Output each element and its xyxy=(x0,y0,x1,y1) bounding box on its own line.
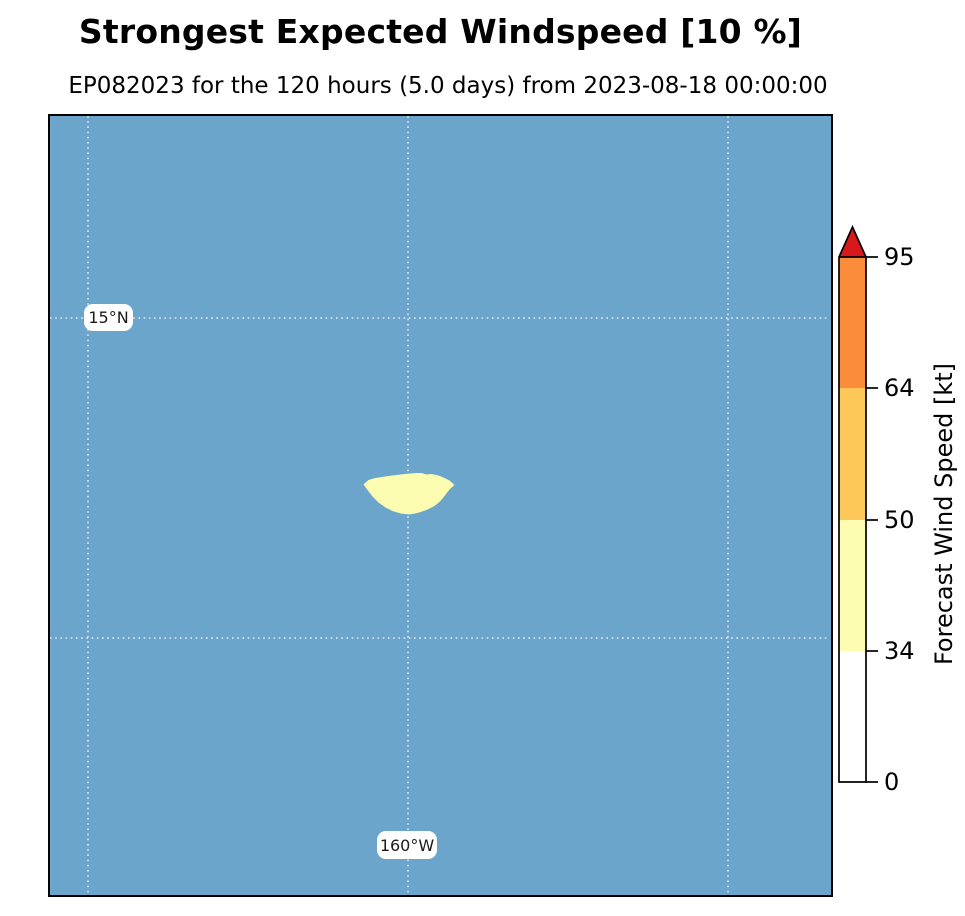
windspeed-contour-34kt xyxy=(363,473,455,515)
colorbar-tick-label-0: 0 xyxy=(884,768,900,796)
colorbar-segment-50-64 xyxy=(839,388,866,520)
graticule-lines xyxy=(50,116,830,894)
colorbar-axis-label: Forecast Wind Speed [kt] xyxy=(930,362,958,666)
longitude-label-pill: 160°W xyxy=(377,831,437,859)
colorbar xyxy=(838,224,878,783)
longitude-label: 160°W xyxy=(379,835,435,855)
colorbar-segment-0-34 xyxy=(839,651,866,782)
latitude-label-pill: 15°N xyxy=(84,304,133,331)
latitude-label: 15°N xyxy=(88,308,129,327)
colorbar-segment-34-50 xyxy=(839,520,866,651)
colorbar-segment-64-95 xyxy=(839,257,866,388)
map-panel: 15°N 160°W xyxy=(48,114,833,897)
colorbar-tick-label-50: 50 xyxy=(884,506,915,534)
figure-subtitle: EP082023 for the 120 hours (5.0 days) fr… xyxy=(68,73,828,99)
colorbar-ticks xyxy=(866,256,878,783)
colorbar-tick-label-34: 34 xyxy=(884,637,915,665)
colorbar-tick-label-95: 95 xyxy=(884,243,915,271)
figure-title: Strongest Expected Windspeed [10 %] xyxy=(78,12,803,51)
colorbar-extend-arrow xyxy=(839,227,866,257)
map-plot-area xyxy=(50,116,830,894)
colorbar-tick-label-64: 64 xyxy=(884,374,915,402)
